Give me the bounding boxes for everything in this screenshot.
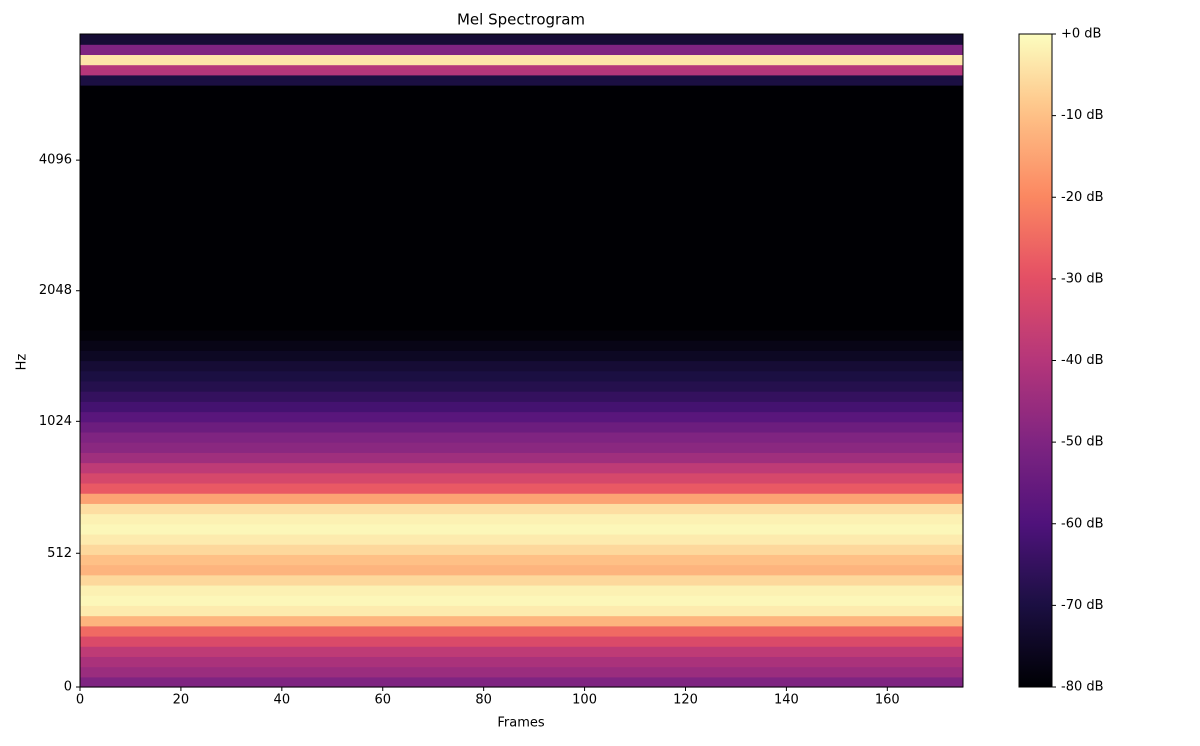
- heatmap-row: [80, 646, 963, 657]
- heatmap-row: [80, 605, 963, 617]
- heatmap-row: [80, 666, 963, 678]
- heatmap-row: [80, 442, 963, 453]
- heatmap-row: [80, 503, 963, 515]
- heatmap-row: [80, 595, 963, 606]
- heatmap-row: [80, 360, 963, 372]
- heatmap-row: [80, 421, 963, 433]
- heatmap-row: [80, 176, 963, 188]
- x-tick-label: 120: [673, 693, 698, 708]
- heatmap-row: [80, 268, 963, 280]
- x-tick-label: 40: [274, 693, 291, 708]
- heatmap-row: [80, 207, 963, 219]
- y-tick-label: 512: [47, 546, 72, 561]
- heatmap-row: [80, 431, 963, 443]
- heatmap-row: [80, 248, 963, 260]
- colorbar-tick-label: -40 dB: [1061, 353, 1104, 368]
- heatmap-row: [80, 401, 963, 413]
- x-tick-label: 100: [572, 693, 597, 708]
- heatmap-row: [80, 166, 963, 178]
- heatmap-row: [80, 146, 963, 158]
- y-tick-label: 0: [64, 680, 72, 695]
- x-tick-label: 0: [76, 693, 84, 708]
- heatmap-row: [80, 289, 963, 300]
- heatmap-row: [80, 44, 963, 56]
- heatmap-row: [80, 411, 963, 423]
- heatmap-row: [80, 299, 963, 311]
- colorbar: [1018, 33, 1053, 688]
- heatmap-row: [80, 54, 963, 66]
- heatmap-row: [80, 564, 963, 576]
- x-tick-label: 80: [475, 693, 492, 708]
- plot-area: [80, 34, 963, 688]
- heatmap-row: [80, 493, 963, 504]
- colorbar-tick-label: -70 dB: [1061, 598, 1104, 613]
- heatmap-row: [80, 64, 963, 76]
- colorbar-tick-label: -30 dB: [1061, 271, 1104, 286]
- y-axis-label: Hz: [15, 354, 30, 371]
- heatmap-row: [80, 544, 963, 555]
- heatmap-row: [80, 615, 963, 627]
- x-tick-label: 20: [173, 693, 190, 708]
- heatmap-row: [80, 635, 963, 647]
- heatmap-row: [80, 340, 963, 351]
- heatmap-row: [80, 136, 963, 147]
- heatmap-row: [80, 156, 963, 168]
- heatmap-row: [80, 533, 963, 545]
- x-tick-label: 140: [774, 693, 799, 708]
- heatmap-row: [80, 125, 963, 137]
- heatmap-row: [80, 95, 963, 107]
- heatmap-row: [80, 472, 963, 484]
- heatmap-row: [80, 34, 963, 45]
- x-tick-label: 60: [374, 693, 391, 708]
- heatmap-row: [80, 74, 963, 86]
- heatmap-row: [80, 115, 963, 127]
- heatmap-row: [80, 391, 963, 402]
- heatmap-row: [80, 462, 963, 474]
- x-tick-label: 160: [875, 693, 900, 708]
- heatmap-row: [80, 309, 963, 321]
- heatmap-row: [80, 513, 963, 525]
- heatmap-row: [80, 105, 963, 117]
- heatmap-row: [80, 482, 963, 494]
- heatmap-row: [80, 217, 963, 229]
- heatmap-row: [80, 329, 963, 341]
- colorbar-tick-label: -50 dB: [1061, 435, 1104, 450]
- heatmap-row: [80, 380, 963, 392]
- heatmap-row: [80, 584, 963, 596]
- y-tick-label: 2048: [39, 283, 72, 298]
- heatmap-row: [80, 278, 963, 290]
- heatmap-row: [80, 197, 963, 209]
- colorbar-tick-label: -10 dB: [1061, 108, 1104, 123]
- heatmap-row: [80, 370, 963, 382]
- plot-frame: [79, 33, 964, 688]
- y-tick-label: 4096: [39, 153, 72, 168]
- heatmap-row: [80, 238, 963, 249]
- y-tick-label: 1024: [39, 414, 72, 429]
- heatmap-row: [80, 258, 963, 270]
- heatmap-row: [80, 319, 963, 331]
- colorbar-tick-label: -20 dB: [1061, 190, 1104, 205]
- colorbar-tick-label: -80 dB: [1061, 680, 1104, 695]
- heatmap-row: [80, 523, 963, 535]
- heatmap-row: [80, 187, 963, 198]
- heatmap-row: [80, 574, 963, 586]
- heatmap-row: [80, 625, 963, 637]
- colorbar-tick-label: -60 dB: [1061, 516, 1104, 531]
- heatmap-row: [80, 656, 963, 668]
- heatmap-row: [80, 350, 963, 362]
- heatmap-row: [80, 554, 963, 566]
- heatmap-row: [80, 452, 963, 464]
- chart-title: Mel Spectrogram: [457, 11, 585, 29]
- colorbar-tick-label: +0 dB: [1061, 27, 1101, 42]
- heatmap-row: [80, 85, 963, 96]
- x-axis-label: Frames: [497, 716, 545, 731]
- heatmap-row: [80, 676, 963, 688]
- heatmap-row: [80, 227, 963, 239]
